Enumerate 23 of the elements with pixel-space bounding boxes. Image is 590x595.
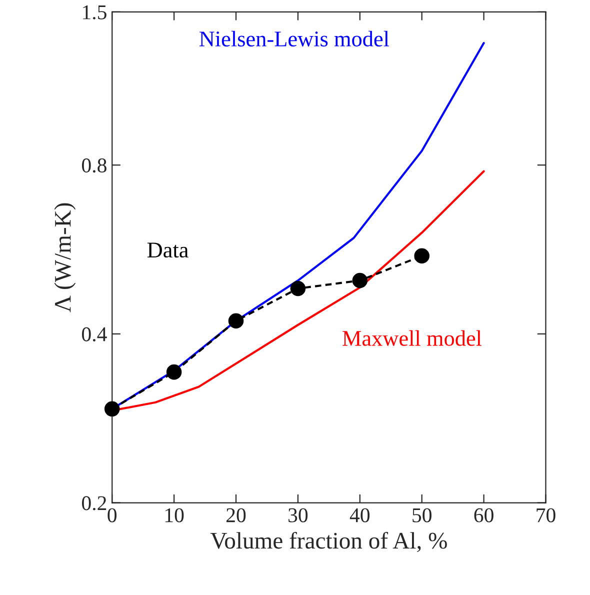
y-axis-title: Λ (W/m-K) xyxy=(54,203,76,312)
y-tick-label: 0.2 xyxy=(82,496,106,510)
x-tick-label: 10 xyxy=(165,508,184,522)
point xyxy=(104,401,120,417)
x-axis-title: Volume fraction of Al, % xyxy=(210,532,447,552)
x-tick-label: 0 xyxy=(108,508,117,522)
x-tick-label: 50 xyxy=(412,508,432,522)
series-label: Maxwell model xyxy=(342,330,482,346)
y-tick-label: 0.8 xyxy=(82,158,106,173)
point xyxy=(290,280,306,296)
y-tick-label: 1.5 xyxy=(83,5,106,20)
y-tick-label: 0.4 xyxy=(82,327,107,342)
x-tick-label: 40 xyxy=(350,508,370,522)
point xyxy=(352,272,368,288)
text: Nielsen-Lewis model xyxy=(199,30,390,46)
point xyxy=(228,313,244,329)
x-tick-label: 70 xyxy=(536,508,556,522)
point xyxy=(414,248,430,264)
x-tick-label: 60 xyxy=(474,508,494,522)
x-tick-label: 30 xyxy=(288,508,308,522)
x-tick-label: 20 xyxy=(226,508,246,522)
text: Data xyxy=(147,242,188,258)
point xyxy=(166,364,182,380)
